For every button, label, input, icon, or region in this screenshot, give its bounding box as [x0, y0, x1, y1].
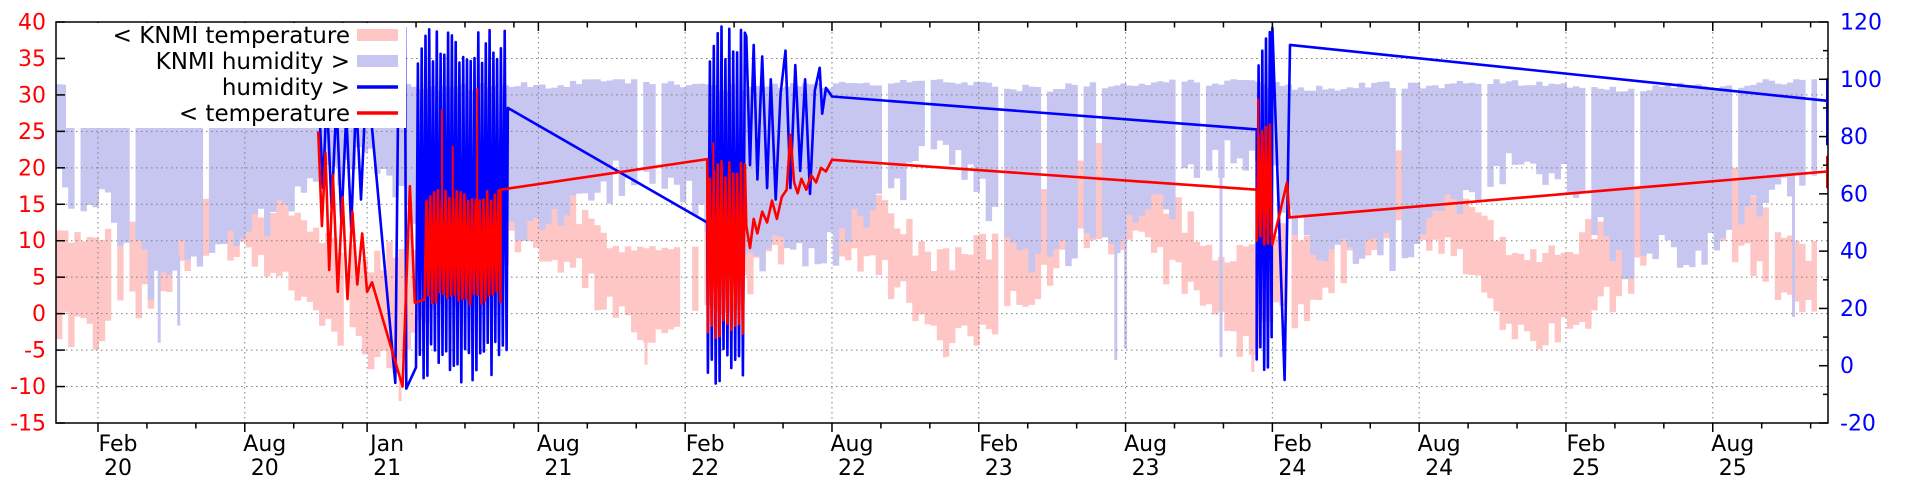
x-tick-label-month: Feb: [99, 432, 138, 457]
x-tick-label-year: 25: [1719, 456, 1747, 480]
y-left-tick-label: 30: [18, 83, 46, 108]
x-tick-label-month: Aug: [1711, 432, 1754, 457]
y-right-tick-label: 80: [1840, 125, 1868, 150]
y-left-tick-label: 20: [18, 156, 46, 181]
x-tick-label-year: 24: [1278, 456, 1306, 480]
x-tick-label-year: 24: [1425, 456, 1453, 480]
y-left-tick-label: 40: [18, 11, 46, 36]
legend-label: KNMI humidity >: [156, 49, 350, 75]
series-temperature-line: [316, 87, 1828, 388]
y-axis-right: [1819, 21, 1828, 424]
x-tick-label-month: Feb: [1273, 432, 1312, 457]
x-tick-label-month: Jan: [368, 432, 404, 457]
y-left-tick-label: -15: [10, 412, 46, 437]
x-tick-label-year: 25: [1572, 456, 1600, 480]
y-left-tick-label: 0: [32, 302, 46, 327]
x-tick-label-year: 23: [985, 456, 1013, 480]
x-tick-label-month: Aug: [1124, 432, 1167, 457]
legend-label: < temperature: [179, 101, 350, 127]
y-right-tick-label: 0: [1840, 354, 1854, 379]
x-tick-label-month: Feb: [1566, 432, 1605, 457]
x-tick-label-month: Feb: [979, 432, 1018, 457]
x-tick-label-month: Aug: [830, 432, 873, 457]
y-right-tick-label: 100: [1840, 68, 1882, 93]
x-tick-label-year: 20: [251, 456, 279, 480]
y-right-tick-label: 60: [1840, 182, 1868, 207]
y-right-tick-label: -20: [1840, 412, 1876, 437]
y-left-tick-label: 35: [18, 47, 46, 72]
x-tick-label-month: Feb: [686, 432, 725, 457]
x-tick-label-month: Aug: [243, 432, 286, 457]
x-tick-label-month: Aug: [537, 432, 580, 457]
y-left-tick-label: 15: [18, 193, 46, 218]
x-tick-label-month: Aug: [1418, 432, 1461, 457]
y-right-tick-label: 120: [1840, 11, 1882, 36]
x-tick-label-year: 22: [691, 456, 719, 480]
x-tick-label-year: 23: [1132, 456, 1160, 480]
y-left-tick-label: 5: [32, 266, 46, 291]
y-right-tick-label: 40: [1840, 240, 1868, 265]
legend-band-swatch: [357, 29, 398, 41]
legend-label: humidity >: [222, 75, 350, 101]
y-left-tick-label: -5: [24, 339, 46, 364]
x-tick-label-year: 21: [544, 456, 572, 480]
y-left-tick-label: -10: [10, 375, 46, 400]
legend-label: < KNMI temperature: [113, 23, 350, 49]
legend-band-swatch: [357, 55, 398, 67]
x-tick-label-year: 22: [838, 456, 866, 480]
y-left-tick-label: 10: [18, 229, 46, 254]
x-tick-label-year: 20: [104, 456, 132, 480]
x-tick-label-year: 21: [373, 456, 401, 480]
y-left-tick-label: 25: [18, 120, 46, 145]
y-axis-left: [56, 21, 65, 424]
y-right-tick-label: 20: [1840, 297, 1868, 322]
